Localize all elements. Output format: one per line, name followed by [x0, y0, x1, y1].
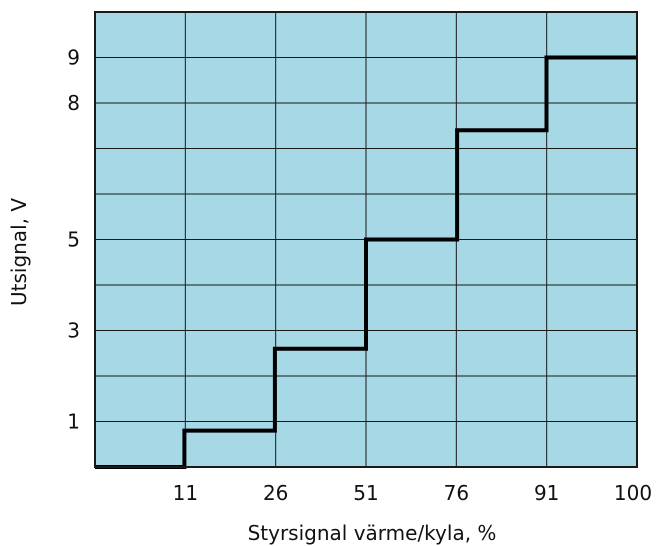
y-tick-label: 3	[67, 319, 80, 343]
y-tick-label: 5	[67, 228, 80, 252]
y-axis-title: Utsignal, V	[7, 198, 31, 306]
x-axis-ticks: 11 26 51 76 91 100	[173, 481, 652, 505]
y-tick-label: 8	[67, 91, 80, 115]
y-axis-ticks: 1 3 5 8 9	[67, 46, 80, 434]
x-tick-label: 76	[444, 481, 469, 505]
x-axis-title: Styrsignal värme/kyla, %	[248, 521, 497, 545]
x-tick-label: 91	[534, 481, 559, 505]
x-tick-label: 26	[263, 481, 288, 505]
x-tick-label: 100	[614, 481, 652, 505]
plot-frame	[94, 11, 638, 468]
x-tick-label: 51	[353, 481, 378, 505]
y-tick-label: 9	[67, 46, 80, 70]
y-tick-label: 1	[67, 410, 80, 434]
series-step-line	[95, 55, 637, 469]
x-tick-label: 11	[173, 481, 198, 505]
